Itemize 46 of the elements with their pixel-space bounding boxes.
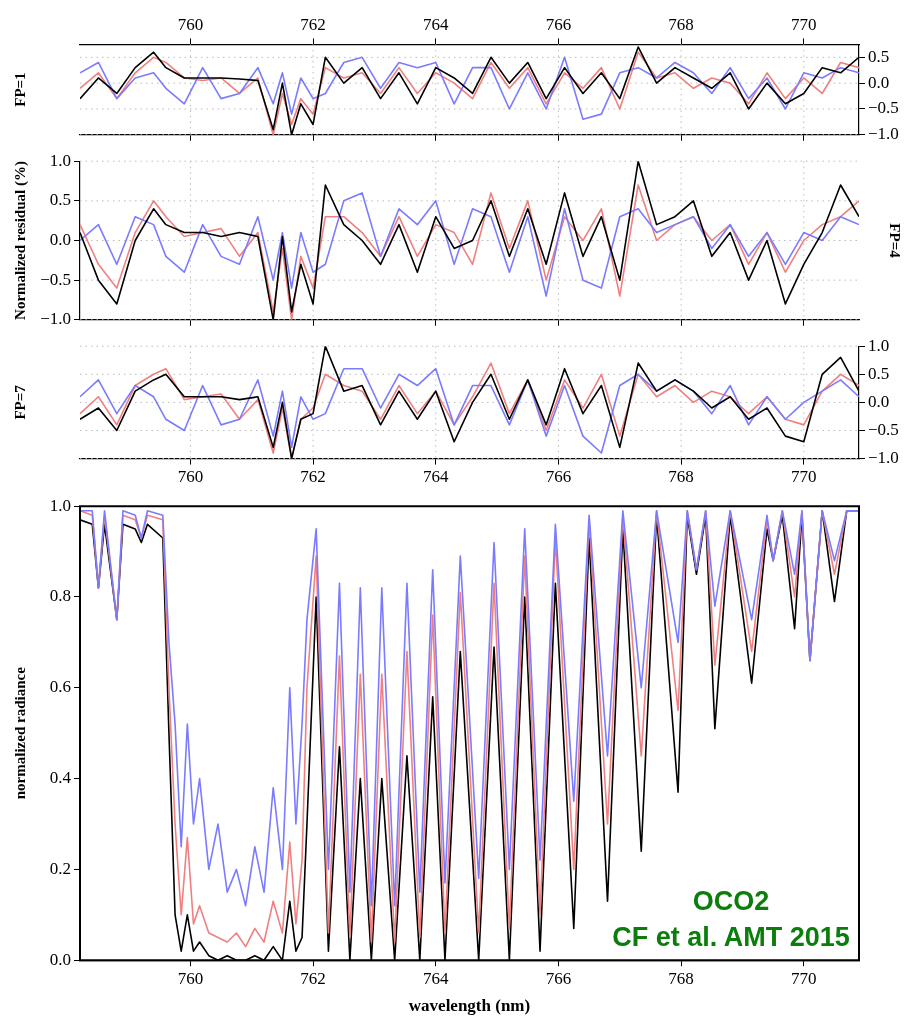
- annotation: CF et al. AMT 2015: [612, 922, 850, 953]
- y2-tick-label: 0.0: [868, 72, 890, 92]
- x-tick-label: 766: [545, 467, 572, 487]
- y-tick-label: −0.5: [40, 269, 71, 289]
- x-tick-label: 770: [791, 968, 817, 988]
- x-tick-label: 764: [423, 467, 450, 487]
- y-axis-title: FP=1: [11, 72, 28, 107]
- x-tick-label: 770: [791, 467, 817, 487]
- y-tick-label: 0.6: [49, 677, 71, 697]
- y2-tick-label: −1.0: [868, 124, 899, 144]
- x2-tick-label: 764: [423, 14, 450, 34]
- x-tick-label: 760: [177, 968, 204, 988]
- x2-tick-label: 766: [545, 14, 572, 34]
- x-tick-label: 766: [545, 968, 572, 988]
- y-tick-label: 0.8: [49, 586, 71, 606]
- y2-tick-label: 1.0: [868, 335, 890, 355]
- x-tick-label: 764: [423, 968, 450, 988]
- x2-tick-label: 770: [791, 14, 817, 34]
- y-tick-label: 0.2: [49, 858, 71, 878]
- y2-tick-label: −1.0: [868, 448, 899, 468]
- y-tick-label: 1.0: [49, 495, 71, 515]
- y-tick-label: 0.0: [49, 229, 71, 249]
- y-tick-label: 0.4: [49, 768, 72, 788]
- y2-tick-label: −0.5: [868, 419, 899, 439]
- x-tick-label: 768: [668, 467, 694, 487]
- y2-tick-label: −0.5: [868, 98, 899, 118]
- y-tick-label: −1.0: [40, 309, 71, 329]
- y2-tick-label: 0.5: [868, 46, 890, 66]
- x2-tick-label: 768: [668, 14, 694, 34]
- x-tick-label: 762: [300, 467, 326, 487]
- x-tick-label: 768: [668, 968, 694, 988]
- x2-tick-label: 762: [300, 14, 326, 34]
- y-axis-title: Normalized residual (%): [11, 161, 29, 320]
- x-tick-label: 762: [300, 968, 326, 988]
- y-tick-label: 0.0: [49, 949, 71, 969]
- y2-tick-label: 0.0: [868, 391, 890, 411]
- y-axis-title: normalized radiance: [11, 666, 28, 800]
- y-tick-label: 0.5: [49, 190, 71, 210]
- x-axis-title: wavelength (nm): [408, 996, 531, 1016]
- x-tick-label: 760: [177, 467, 204, 487]
- y2-tick-label: 0.5: [868, 363, 890, 383]
- y-axis-title: FP=7: [11, 384, 28, 420]
- annotation: OCO2: [692, 886, 770, 917]
- y2-axis-title: FP=4: [887, 223, 904, 259]
- y-tick-label: 1.0: [49, 150, 71, 170]
- x2-tick-label: 760: [177, 14, 204, 34]
